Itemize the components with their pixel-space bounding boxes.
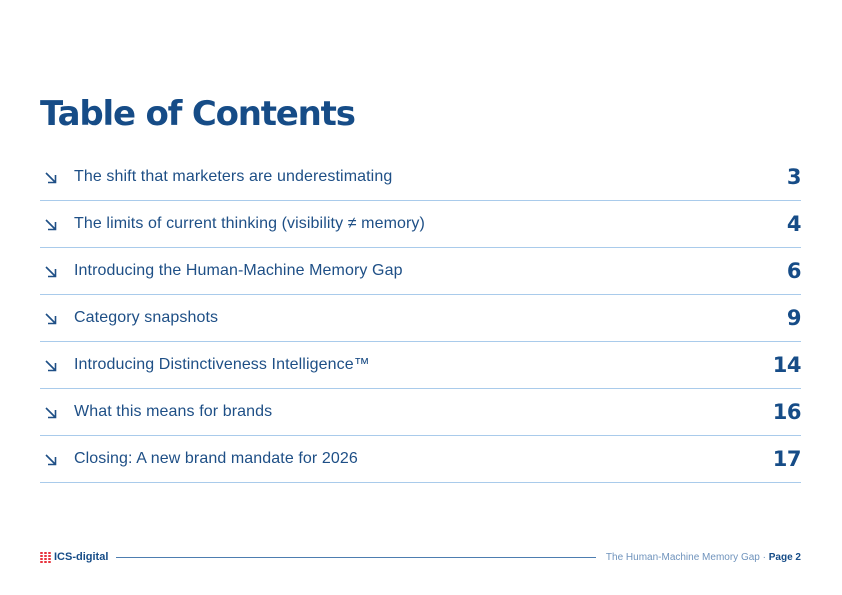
arrow-down-right-icon: [43, 452, 59, 468]
footer-separator: ·: [759, 551, 769, 563]
toc-item-page: 3: [786, 165, 802, 189]
toc-item-label: Introducing the Human-Machine Memory Gap: [74, 262, 403, 279]
toc-item-label: Closing: A new brand mandate for 2026: [74, 450, 358, 467]
toc-item[interactable]: Introducing Distinctiveness Intelligence…: [40, 342, 802, 389]
toc-item-label: Introducing Distinctiveness Intelligence…: [74, 356, 370, 373]
arrow-down-right-icon: [43, 358, 59, 374]
arrow-down-right-icon: [43, 405, 59, 421]
toc-item-page: 6: [786, 259, 802, 283]
table-of-contents: The shift that marketers are underestima…: [40, 154, 802, 483]
toc-item[interactable]: What this means for brands 16: [40, 389, 802, 436]
toc-item[interactable]: The limits of current thinking (visibili…: [40, 201, 802, 248]
arrow-down-right-icon: [43, 170, 59, 186]
page-title: Table of Contents: [40, 94, 356, 134]
toc-item[interactable]: The shift that marketers are underestima…: [40, 154, 802, 201]
logo-text: ICS-digital: [54, 551, 109, 563]
toc-item-page: 9: [786, 306, 802, 330]
document-title: The Human-Machine Memory Gap: [605, 551, 760, 563]
brand-logo: ICS-digital: [40, 551, 108, 563]
page-number: Page 2: [768, 551, 801, 563]
arrow-down-right-icon: [43, 311, 59, 327]
toc-item-page: 14: [772, 353, 802, 377]
arrow-down-right-icon: [43, 264, 59, 280]
toc-item-page: 4: [786, 212, 802, 236]
page-footer: ICS-digital The Human-Machine Memory Gap…: [40, 549, 801, 565]
toc-item[interactable]: Introducing the Human-Machine Memory Gap…: [40, 248, 802, 295]
toc-item-label: The limits of current thinking (visibili…: [74, 215, 425, 232]
arrow-down-right-icon: [43, 217, 59, 233]
footer-divider: [116, 556, 596, 558]
footer-caption: The Human-Machine Memory Gap · Page 2: [606, 552, 801, 563]
logo-dots-icon: [40, 551, 51, 563]
toc-item-label: The shift that marketers are underestima…: [74, 168, 393, 185]
toc-item-page: 16: [772, 400, 802, 424]
toc-item[interactable]: Closing: A new brand mandate for 2026 17: [40, 436, 802, 483]
toc-item-label: What this means for brands: [74, 403, 273, 420]
toc-item[interactable]: Category snapshots 9: [40, 295, 802, 342]
toc-item-page: 17: [772, 447, 802, 471]
toc-item-label: Category snapshots: [74, 309, 219, 326]
